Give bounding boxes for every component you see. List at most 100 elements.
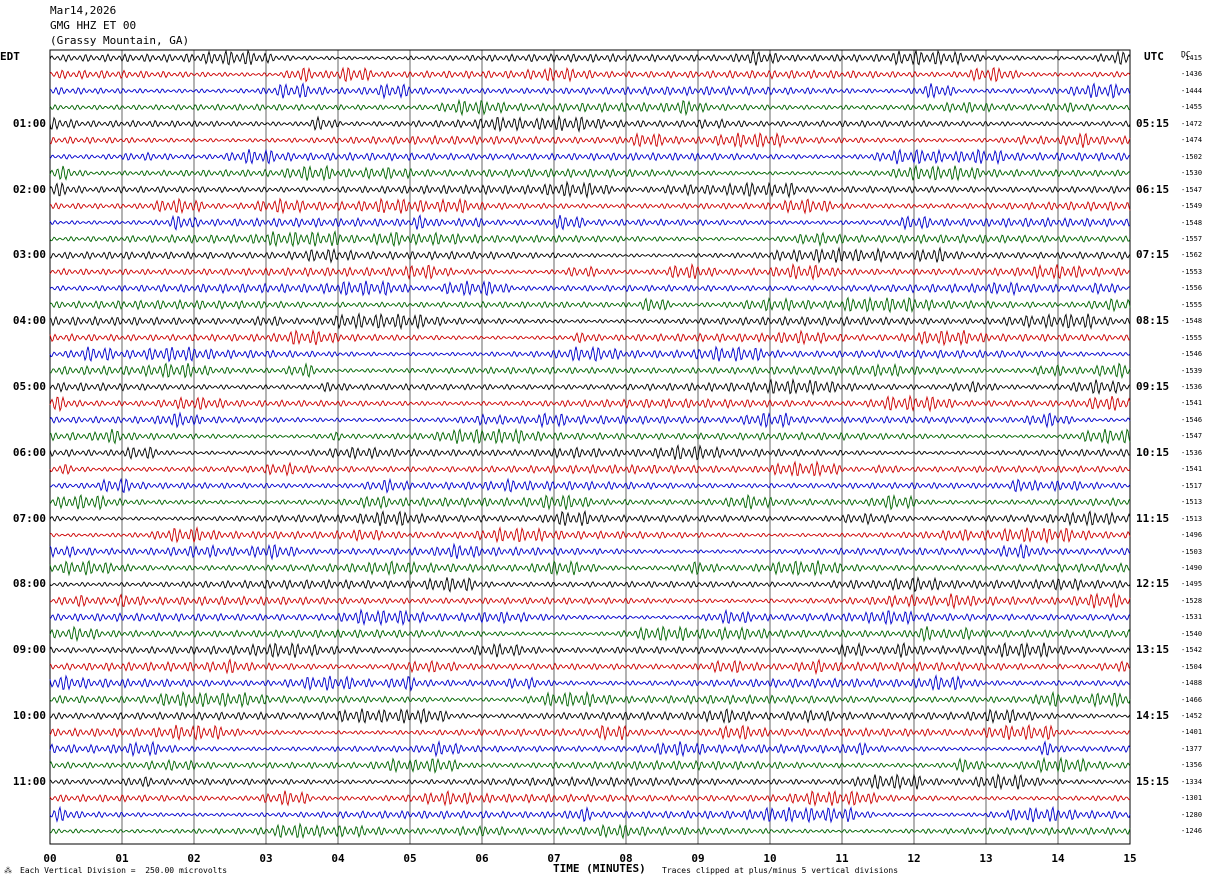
dc-offset-label: -1301: [1181, 794, 1203, 803]
x-tick-label: 13: [979, 852, 993, 865]
dc-offset-label: -1466: [1181, 695, 1203, 704]
dc-offset-label: -1401: [1181, 728, 1203, 737]
dc-offset-label: -1555: [1181, 333, 1203, 342]
trace-28: [49, 493, 1131, 511]
trace-11: [49, 214, 1131, 231]
trace-47: [49, 805, 1131, 824]
trace-4: [49, 98, 1131, 117]
trace-16: [49, 296, 1131, 314]
right-time-label: 10:15: [1136, 445, 1170, 459]
trace-42: [49, 723, 1131, 741]
dc-offset-label: -1536: [1181, 448, 1203, 457]
dc-offset-label: -1496: [1181, 531, 1203, 540]
left-time-label: 06:00: [12, 445, 46, 459]
x-tick-label: 07: [547, 852, 561, 865]
trace-12: [49, 230, 1131, 248]
dc-offset-label: -1562: [1181, 251, 1203, 260]
clip-note: Traces clipped at plus/minus 5 vertical …: [662, 866, 899, 875]
dc-offset-label: -1415: [1181, 54, 1203, 62]
trace-41: [49, 707, 1131, 725]
minute-gridlines: [121, 50, 1059, 844]
dc-offset-label: -1548: [1181, 218, 1203, 227]
dc-offset-label: -1531: [1181, 613, 1203, 622]
dc-offset-label: -1553: [1181, 267, 1203, 276]
trace-27: [49, 477, 1131, 494]
dc-offset-label: -1334: [1181, 777, 1203, 786]
dc-offset-label: -1549: [1181, 202, 1203, 211]
trace-33: [49, 576, 1131, 593]
x-tick-label: 09: [691, 852, 705, 865]
trace-22: [49, 394, 1131, 413]
dc-offset-label: -1495: [1181, 580, 1203, 589]
dc-offset-label: -1356: [1181, 761, 1203, 770]
dc-offset-label: -1472: [1181, 119, 1203, 128]
trace-26: [49, 460, 1131, 478]
right-time-label: 08:15: [1136, 314, 1170, 328]
trace-24: [49, 427, 1131, 445]
scale-note: Each Vertical Division = 250.00 microvol…: [20, 866, 228, 875]
trace-13: [49, 246, 1131, 264]
right-time-label: 05:15: [1136, 116, 1170, 130]
x-tick-label: 04: [331, 852, 345, 865]
trace-40: [49, 690, 1131, 709]
dc-offset-label: -1541: [1181, 399, 1203, 408]
trace-6: [49, 132, 1131, 149]
x-tick-label: 11: [835, 852, 849, 865]
left-time-label: 01:00: [12, 116, 46, 130]
seismic-traces: [49, 49, 1131, 840]
trace-29: [49, 509, 1131, 527]
dc-offset-label: -1503: [1181, 547, 1203, 556]
left-time-label: 11:00: [12, 774, 46, 788]
trace-35: [49, 608, 1131, 627]
trace-14: [49, 262, 1131, 281]
dc-offset-label: -1377: [1181, 744, 1203, 753]
dc-offset-label: -1542: [1181, 646, 1203, 655]
trace-5: [49, 114, 1131, 133]
trace-43: [49, 740, 1131, 758]
dc-offset-label: -1536: [1181, 383, 1203, 391]
dc-offset-label: -1528: [1181, 596, 1203, 605]
dc-offset-label: -1530: [1181, 169, 1203, 178]
right-time-label: 11:15: [1136, 511, 1170, 525]
dc-offset-label: -1557: [1181, 234, 1203, 243]
dc-offset-label: -1539: [1181, 366, 1203, 375]
right-time-label: 15:15: [1136, 774, 1170, 788]
trace-18: [49, 328, 1131, 347]
trace-10: [49, 197, 1131, 215]
right-time-label: 12:15: [1136, 577, 1170, 591]
left-time-label: 09:00: [12, 643, 46, 657]
trace-9: [49, 180, 1131, 199]
left-time-label: 02:00: [12, 182, 46, 196]
dc-offset-label: -1513: [1181, 514, 1203, 523]
left-time-label: 03:00: [12, 248, 46, 262]
trace-37: [49, 641, 1131, 659]
x-tick-label: 02: [187, 852, 201, 865]
trace-36: [49, 625, 1131, 643]
dc-header-label: DC: [1181, 50, 1191, 59]
dc-offset-label: -1541: [1181, 465, 1203, 474]
x-tick-label: 05: [403, 852, 417, 865]
trace-38: [49, 658, 1131, 676]
dc-offset-label: -1474: [1181, 136, 1203, 145]
x-tick-label: 10: [763, 852, 777, 865]
x-axis-title: TIME (MINUTES): [553, 862, 646, 875]
x-tick-label: 01: [115, 852, 129, 865]
dc-offset-label: -1502: [1181, 152, 1203, 161]
plot-frame: [49, 49, 1131, 845]
x-tick-label: 14: [1051, 852, 1065, 865]
trace-7: [49, 148, 1131, 166]
right-time-label: 14:15: [1136, 709, 1170, 722]
dc-offset-label: -1556: [1181, 284, 1203, 293]
dc-offset-label: -1452: [1181, 712, 1203, 720]
trace-46: [49, 789, 1131, 807]
left-time-label: 05:00: [12, 380, 46, 393]
right-timezone-label: UTC: [1144, 50, 1164, 63]
dc-offset-label: -1548: [1181, 317, 1203, 326]
left-time-label: 10:00: [12, 709, 46, 722]
dc-offset-label: -1246: [1181, 827, 1203, 836]
trace-1: [49, 49, 1131, 66]
trace-21: [49, 377, 1131, 396]
right-time-label: 13:15: [1136, 643, 1170, 657]
trace-30: [49, 526, 1131, 545]
